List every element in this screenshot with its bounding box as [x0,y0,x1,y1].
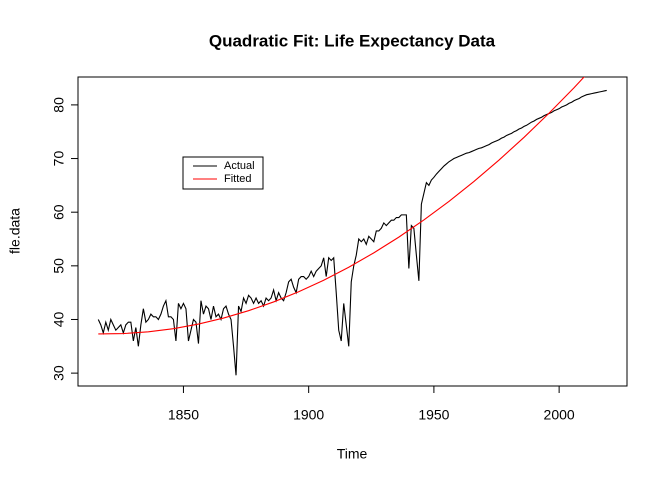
y-tick-label: 60 [51,204,67,220]
line-series [98,77,585,335]
y-tick-label: 70 [51,151,67,167]
legend-box [182,156,264,190]
legend-label: Actual [224,160,255,172]
x-tick-label: 1950 [418,407,449,423]
chart-title: Quadratic Fit: Life Expectancy Data [209,31,496,50]
x-tick-label: 2000 [544,407,575,423]
y-tick-label: 50 [51,258,67,274]
x-tick-label: 1850 [168,407,199,423]
legend-label: Fitted [224,173,252,185]
y-tick-label: 80 [51,97,67,113]
y-tick-label: 40 [51,311,67,327]
x-tick-label: 1900 [293,407,324,423]
plot-area [97,77,607,376]
y-axis-label: fle.data [7,208,23,254]
x-axis-label: Time [337,446,368,462]
line-series [97,89,607,376]
y-tick-label: 30 [51,365,67,381]
